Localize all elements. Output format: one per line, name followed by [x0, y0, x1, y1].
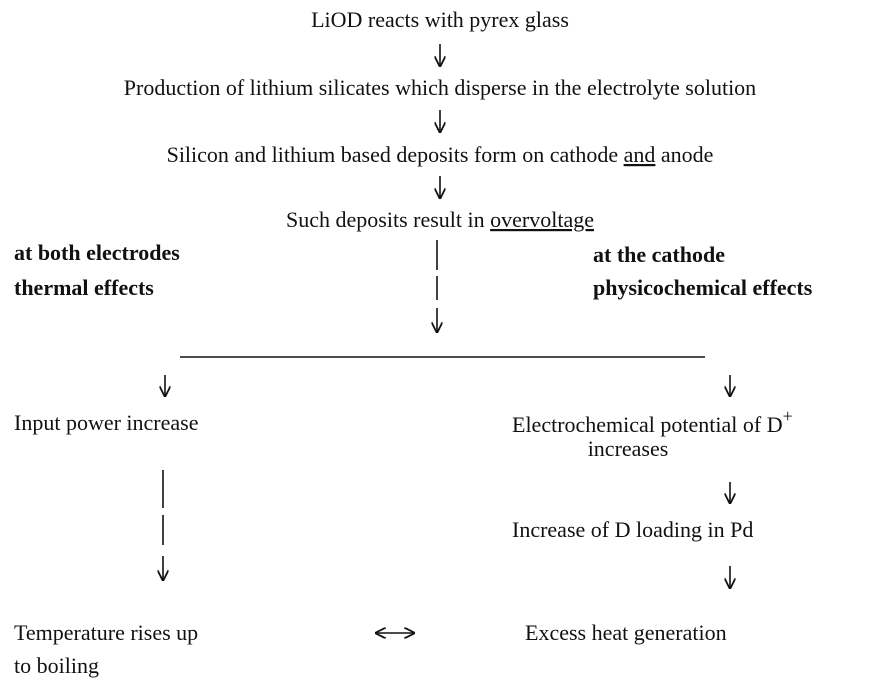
- step-text: Silicon and lithium based deposits form …: [167, 142, 714, 167]
- step-text: Production of lithium silicates which di…: [124, 75, 756, 100]
- branch-heading: thermal effects: [14, 275, 154, 300]
- text-part: anode: [655, 142, 713, 167]
- step-text: Temperature rises up: [14, 620, 198, 645]
- step-text: LiOD reacts with pyrex glass: [311, 7, 569, 32]
- step-text: Input power increase: [14, 410, 198, 435]
- branch-heading: at both electrodes: [14, 240, 180, 265]
- branch-heading: at the cathode: [593, 242, 725, 267]
- step-text: increases: [588, 436, 669, 461]
- text-part: Electrochemical potential of D: [512, 412, 783, 437]
- step-text: to boiling: [14, 653, 99, 678]
- underlined-text: overvoltage: [490, 207, 594, 232]
- branch-heading: physicochemical effects: [593, 275, 813, 300]
- underlined-text: and: [624, 142, 656, 167]
- step-text: Electrochemical potential of D+: [512, 406, 793, 437]
- text-part: Silicon and lithium based deposits form …: [167, 142, 624, 167]
- step-text: Excess heat generation: [525, 620, 727, 645]
- step-text: Increase of D loading in Pd: [512, 517, 753, 542]
- superscript: +: [783, 406, 793, 426]
- step-text: Such deposits result in overvoltage: [286, 207, 594, 232]
- text-part: Such deposits result in: [286, 207, 490, 232]
